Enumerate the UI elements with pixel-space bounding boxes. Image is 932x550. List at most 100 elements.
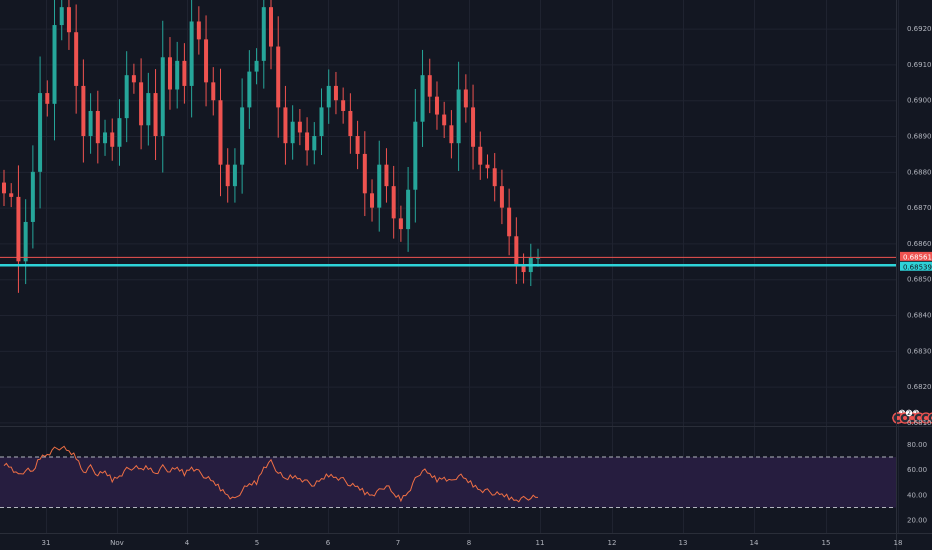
candle-body xyxy=(103,132,108,144)
bear-candle xyxy=(398,205,403,242)
candle-body xyxy=(333,85,338,101)
candle-body xyxy=(139,82,144,126)
candle-body xyxy=(2,182,6,194)
event-flag-dot xyxy=(903,416,907,420)
event-flag-dot xyxy=(917,416,921,420)
event-flag-dot xyxy=(910,416,914,420)
candle-body xyxy=(355,136,360,154)
economic-events[interactable]: 222522 xyxy=(892,409,932,424)
candle-body xyxy=(420,75,425,122)
bear-candle xyxy=(225,148,230,203)
candle-body xyxy=(463,89,468,108)
event-badge-group[interactable]: 2 xyxy=(892,409,913,424)
bear-candle xyxy=(211,67,216,116)
bull-candle xyxy=(52,0,57,141)
bear-candle xyxy=(485,154,490,179)
candle-body xyxy=(276,46,281,108)
bear-candle xyxy=(478,131,483,180)
bear-candle xyxy=(492,153,497,202)
time-tick-label: 31 xyxy=(42,539,51,547)
candle-body xyxy=(319,107,324,137)
candle-body xyxy=(348,110,353,137)
bear-candle xyxy=(9,183,14,208)
bear-candle xyxy=(16,165,21,293)
time-tick-label: 8 xyxy=(467,539,471,547)
bull-candle xyxy=(160,20,165,173)
bear-candle xyxy=(521,253,526,284)
time-tick-label: 14 xyxy=(750,539,759,547)
bear-candle xyxy=(370,179,375,222)
candle-body xyxy=(204,39,209,83)
rsi-tick-label: 40.00 xyxy=(907,491,927,499)
candle-body xyxy=(507,207,512,237)
bear-candle xyxy=(95,90,100,164)
candle-body xyxy=(384,164,389,187)
candle-body xyxy=(167,57,172,90)
bear-candle xyxy=(276,16,281,138)
rsi-line xyxy=(3,445,538,503)
time-tick-label: 15 xyxy=(822,539,831,547)
bull-candle xyxy=(413,88,418,223)
candle-body xyxy=(427,75,432,97)
candle-body xyxy=(182,60,187,86)
time-tick-label: 5 xyxy=(255,539,259,547)
bear-candle xyxy=(471,84,476,170)
bull-candle xyxy=(23,199,28,285)
rsi-axis[interactable]: 80.00 60.00 40.00 20.00 xyxy=(907,441,927,525)
bull-candle xyxy=(247,50,252,129)
candle-body xyxy=(30,171,35,222)
event-flag-icon[interactable] xyxy=(927,412,932,424)
candle-body xyxy=(305,132,310,151)
current-price-tag xyxy=(900,251,932,261)
bear-candle xyxy=(66,0,71,50)
candle-body xyxy=(377,164,382,208)
candlestick-series[interactable] xyxy=(2,0,540,293)
bear-candle xyxy=(341,87,346,124)
candle-body xyxy=(9,193,14,197)
candle-body xyxy=(434,96,439,115)
candle-body xyxy=(413,121,418,190)
candle-body xyxy=(536,257,540,259)
candle-body xyxy=(74,32,79,86)
time-axis[interactable]: 31 Nov 4 5 6 7 8 11 12 13 14 15 18 xyxy=(42,539,903,547)
candle-body xyxy=(175,60,180,90)
candle-body xyxy=(370,193,375,208)
bull-candle xyxy=(406,166,411,252)
time-tick-label: 4 xyxy=(185,539,190,547)
candle-body xyxy=(211,82,216,101)
bear-candle xyxy=(333,71,338,115)
bear-candle xyxy=(297,109,302,146)
candle-body xyxy=(153,93,158,137)
candle-body xyxy=(261,7,266,61)
time-tick-label: 7 xyxy=(396,539,400,547)
bear-candle xyxy=(74,4,79,114)
candle-body xyxy=(23,221,28,262)
bear-candle xyxy=(81,59,86,163)
candle-body xyxy=(449,125,454,144)
rsi-series xyxy=(3,445,538,503)
candle-body xyxy=(312,136,317,151)
bull-candle xyxy=(175,41,180,109)
candle-body xyxy=(341,100,346,111)
candle-body xyxy=(521,264,526,273)
candle-body xyxy=(232,164,237,187)
bear-candle xyxy=(442,101,447,139)
candle-body xyxy=(362,153,367,194)
highlight-level-label: 0.68539 xyxy=(903,263,932,271)
bear-candle xyxy=(362,131,367,217)
bull-candle xyxy=(420,49,425,147)
bear-candle xyxy=(204,15,209,107)
bull-candle xyxy=(30,145,35,249)
candle-body xyxy=(38,93,43,172)
candle-body xyxy=(160,57,165,137)
candle-body xyxy=(456,89,461,144)
candle-body xyxy=(499,186,504,208)
